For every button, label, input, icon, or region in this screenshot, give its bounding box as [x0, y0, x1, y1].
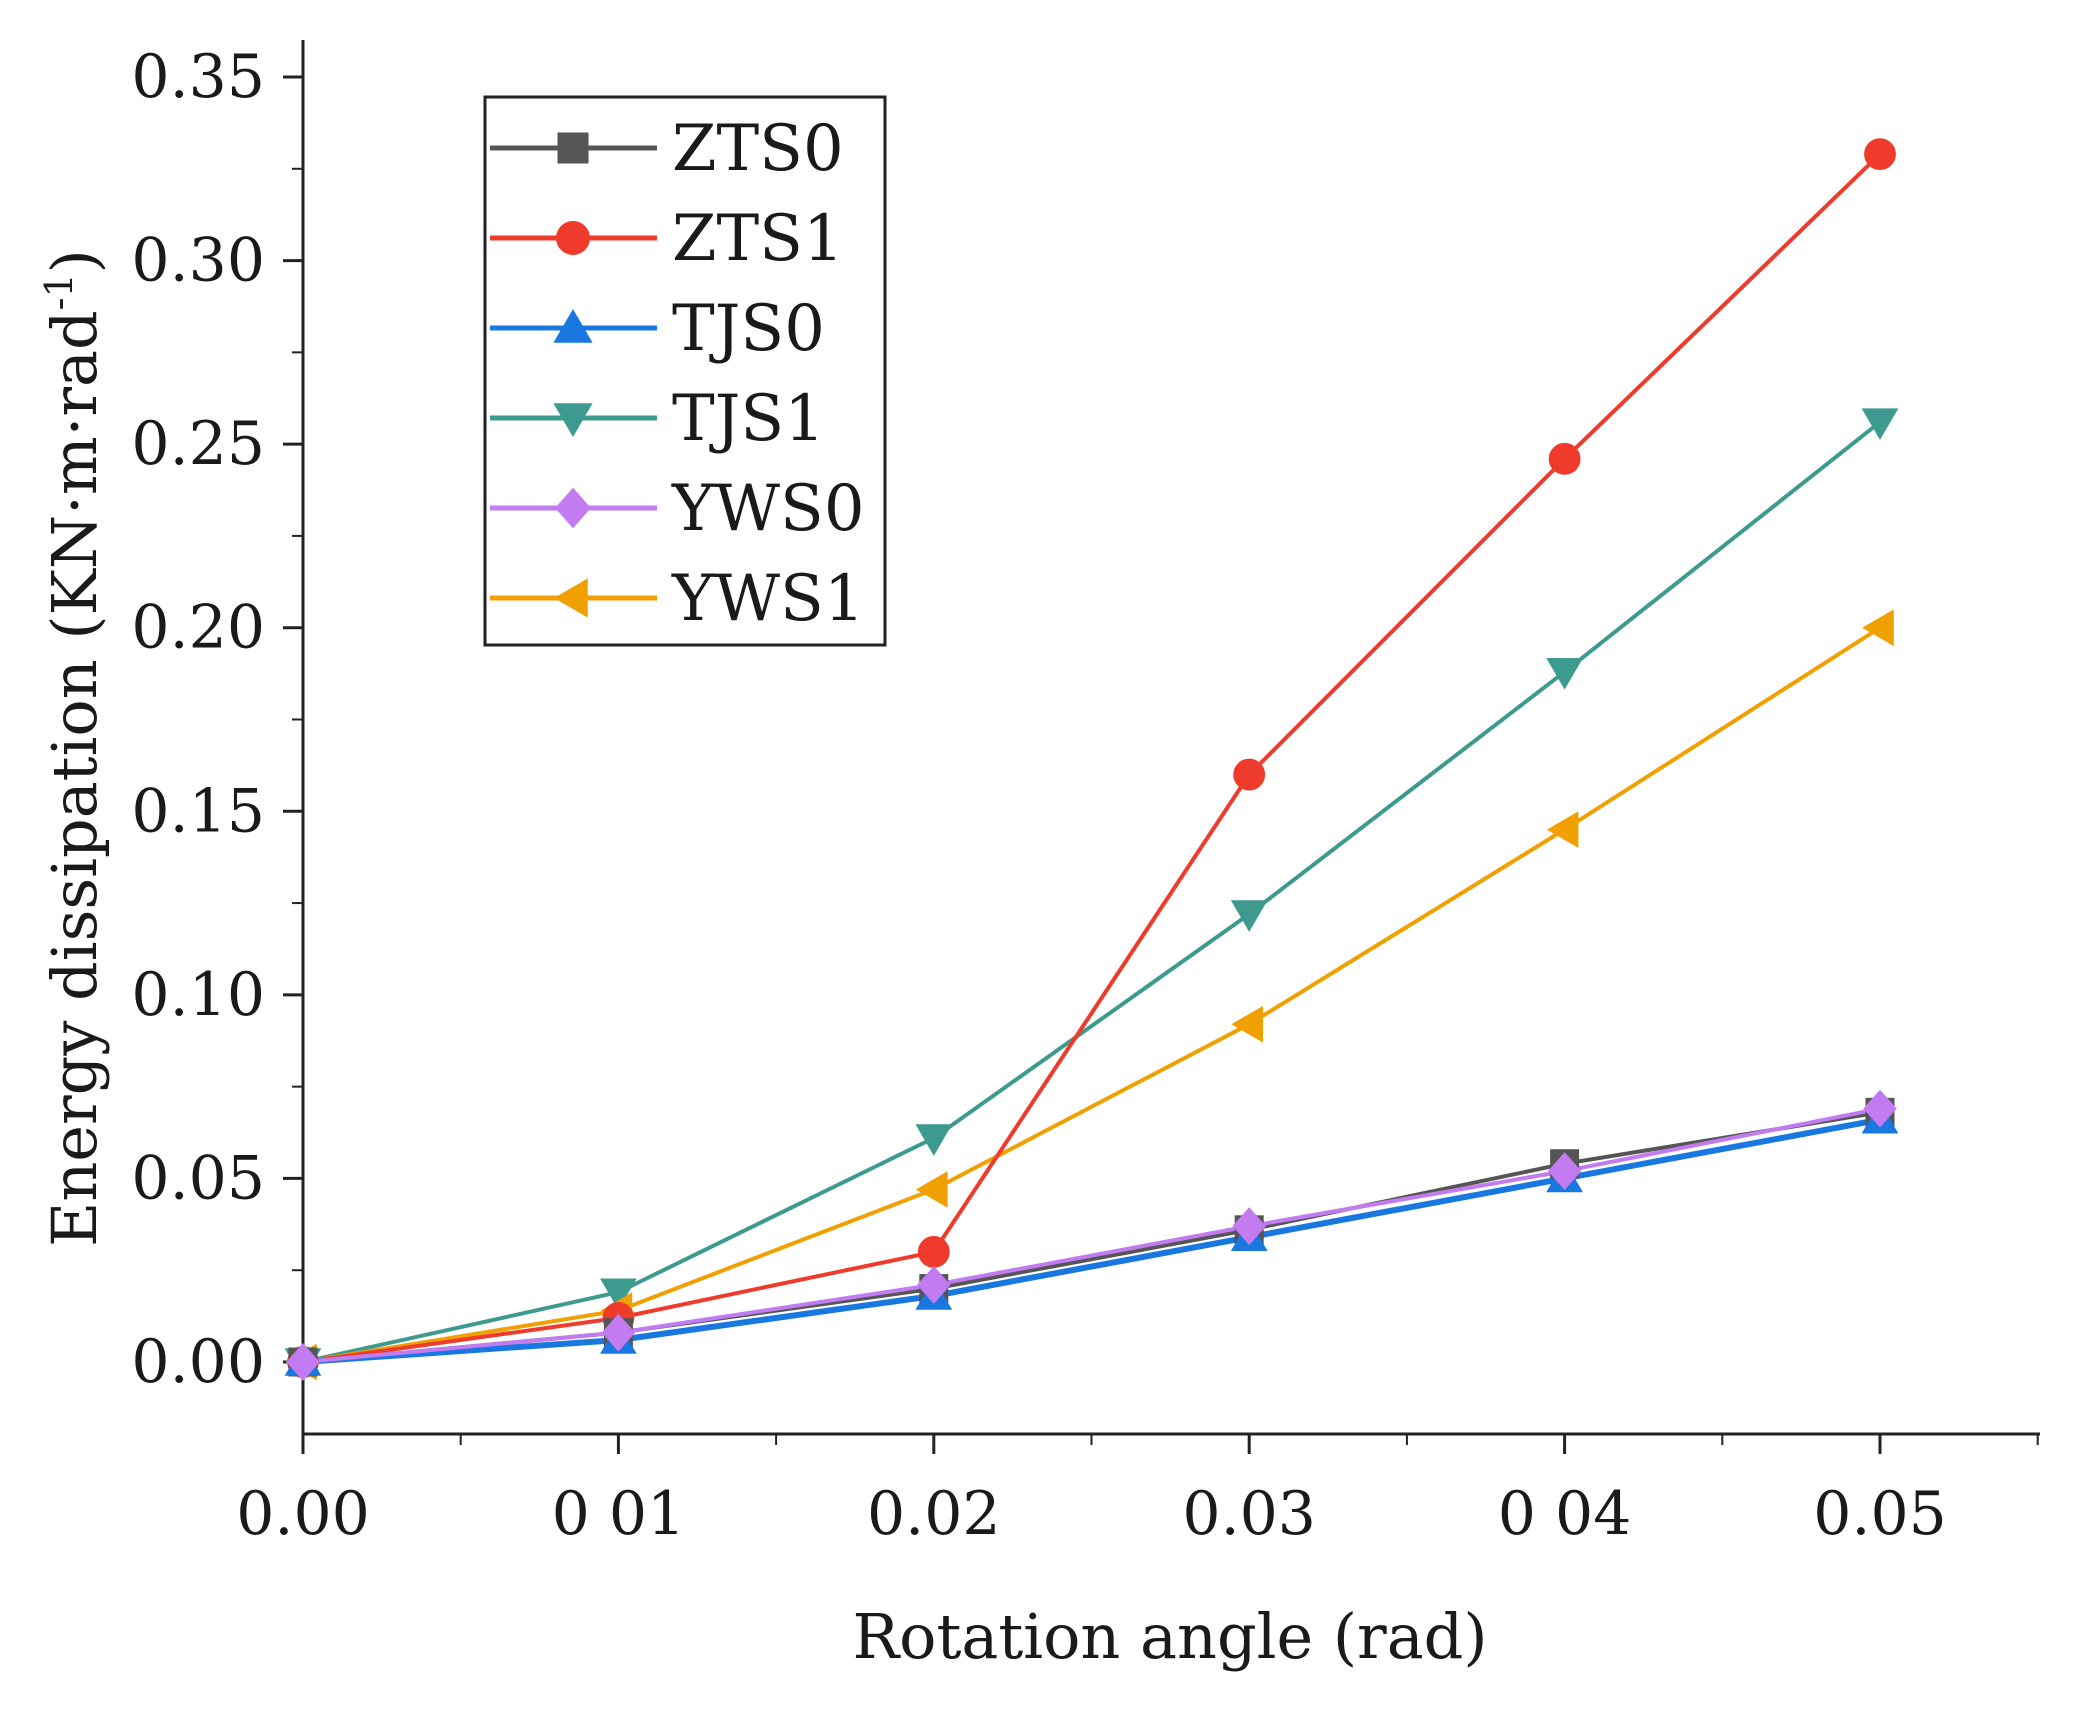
x-axis-label: Rotation angle (rad) [852, 1600, 1487, 1673]
legend-item-tjs0: TJS0 [490, 292, 825, 366]
series-line-tjs1 [302, 420, 1882, 1364]
x-tick-label-5: 0.05 [1813, 1479, 1947, 1549]
series-line-tjs0 [302, 1116, 1881, 1365]
series-line-yws0 [302, 1106, 1881, 1364]
y-tick-label-5: 0.25 [131, 409, 265, 479]
series-markers-yws0 [286, 1089, 1897, 1381]
data-point-zts1-5 [1864, 138, 1896, 171]
data-point-tjs1-4 [1546, 657, 1583, 690]
data-point-yws1-4 [1546, 811, 1579, 849]
x-tick-label-2: 0.02 [867, 1479, 1001, 1549]
data-point-yws0-2 [917, 1265, 951, 1304]
data-point-tjs1-3 [1230, 900, 1268, 932]
data-point-yws1-5 [1862, 609, 1894, 647]
data-point-zts1-4 [1548, 442, 1581, 475]
legend-swatch-marker-yws0 [555, 487, 591, 529]
data-point-yws0-3 [1232, 1207, 1266, 1246]
data-point-tjs1-2 [915, 1124, 953, 1156]
data-point-yws0-0 [286, 1343, 320, 1381]
legend-label-tjs1: TJS1 [672, 382, 825, 456]
data-point-zts1-2 [917, 1235, 950, 1268]
legend-box [483, 95, 887, 647]
y-tick-label-3: 0.15 [131, 776, 265, 846]
legend-swatch-marker-zts1 [556, 221, 590, 255]
legend-item-yws1: YWS1 [490, 562, 865, 636]
axis-ticks [283, 75, 2039, 1454]
axes [301, 40, 2040, 1436]
y-tick-label-7: 0.35 [131, 42, 265, 112]
legend-entries: ZTS0 ZTS1 TJS0 TJS1 YWS0 YWS1 [490, 112, 865, 636]
y-axis-label-text: Energy dissipation (KN·m·rad [38, 310, 111, 1247]
axis-tick-labels: 0.00 0.05 0.10 0.15 0.20 0.25 0.30 0.35 0.00 0 01… [131, 42, 1946, 1549]
series-lines [302, 152, 1882, 1365]
y-tick-label-0: 0.00 [131, 1327, 265, 1397]
data-point-yws0-1 [601, 1313, 636, 1352]
x-tick-label-1: 0 01 [552, 1479, 686, 1549]
legend-label-yws1: YWS1 [671, 562, 865, 636]
legend-swatch-marker-zts0 [557, 132, 589, 164]
legend-swatch-marker-yws1 [554, 578, 588, 618]
legend-swatch-marker-tjs0 [553, 309, 593, 343]
data-point-yws1-2 [916, 1171, 948, 1208]
data-point-zts1-3 [1233, 758, 1266, 791]
y-axis-label-superscript: -1 [37, 273, 81, 310]
data-point-yws0-4 [1547, 1152, 1582, 1191]
x-tick-label-0: 0.00 [236, 1479, 370, 1549]
series-line-zts1 [302, 152, 1882, 1364]
data-point-yws1-3 [1231, 1005, 1263, 1043]
legend-label-tjs0: TJS0 [672, 292, 825, 366]
legend: ZTS0 ZTS1 TJS0 TJS1 YWS0 YWS1 [483, 95, 887, 647]
y-tick-label-1: 0.05 [131, 1143, 265, 1213]
legend-item-tjs1: TJS1 [490, 382, 825, 456]
legend-label-zts1: ZTS1 [672, 202, 844, 276]
y-axis-label-close: ) [38, 249, 111, 273]
legend-item-yws0: YWS0 [490, 472, 865, 546]
y-tick-label-6: 0.30 [131, 226, 265, 296]
data-point-tjs1-5 [1861, 408, 1899, 440]
legend-item-zts0: ZTS0 [490, 112, 844, 186]
x-tick-label-4: 0 04 [1498, 1479, 1632, 1549]
legend-item-zts1: ZTS1 [490, 202, 844, 276]
x-tick-label-3: 0.03 [1182, 1479, 1316, 1549]
legend-swatch-marker-tjs1 [553, 403, 593, 437]
data-point-tjs1-1 [600, 1278, 637, 1311]
y-tick-label-2: 0.10 [131, 960, 265, 1030]
y-axis-label: Energy dissipation (KN·m·rad-1) [37, 249, 111, 1247]
series-markers [284, 138, 1899, 1381]
y-tick-label-4: 0.20 [131, 593, 265, 663]
legend-label-yws0: YWS0 [671, 472, 865, 546]
data-point-yws0-5 [1863, 1089, 1897, 1128]
legend-label-zts0: ZTS0 [672, 112, 844, 186]
series-line-yws1 [302, 626, 1882, 1364]
